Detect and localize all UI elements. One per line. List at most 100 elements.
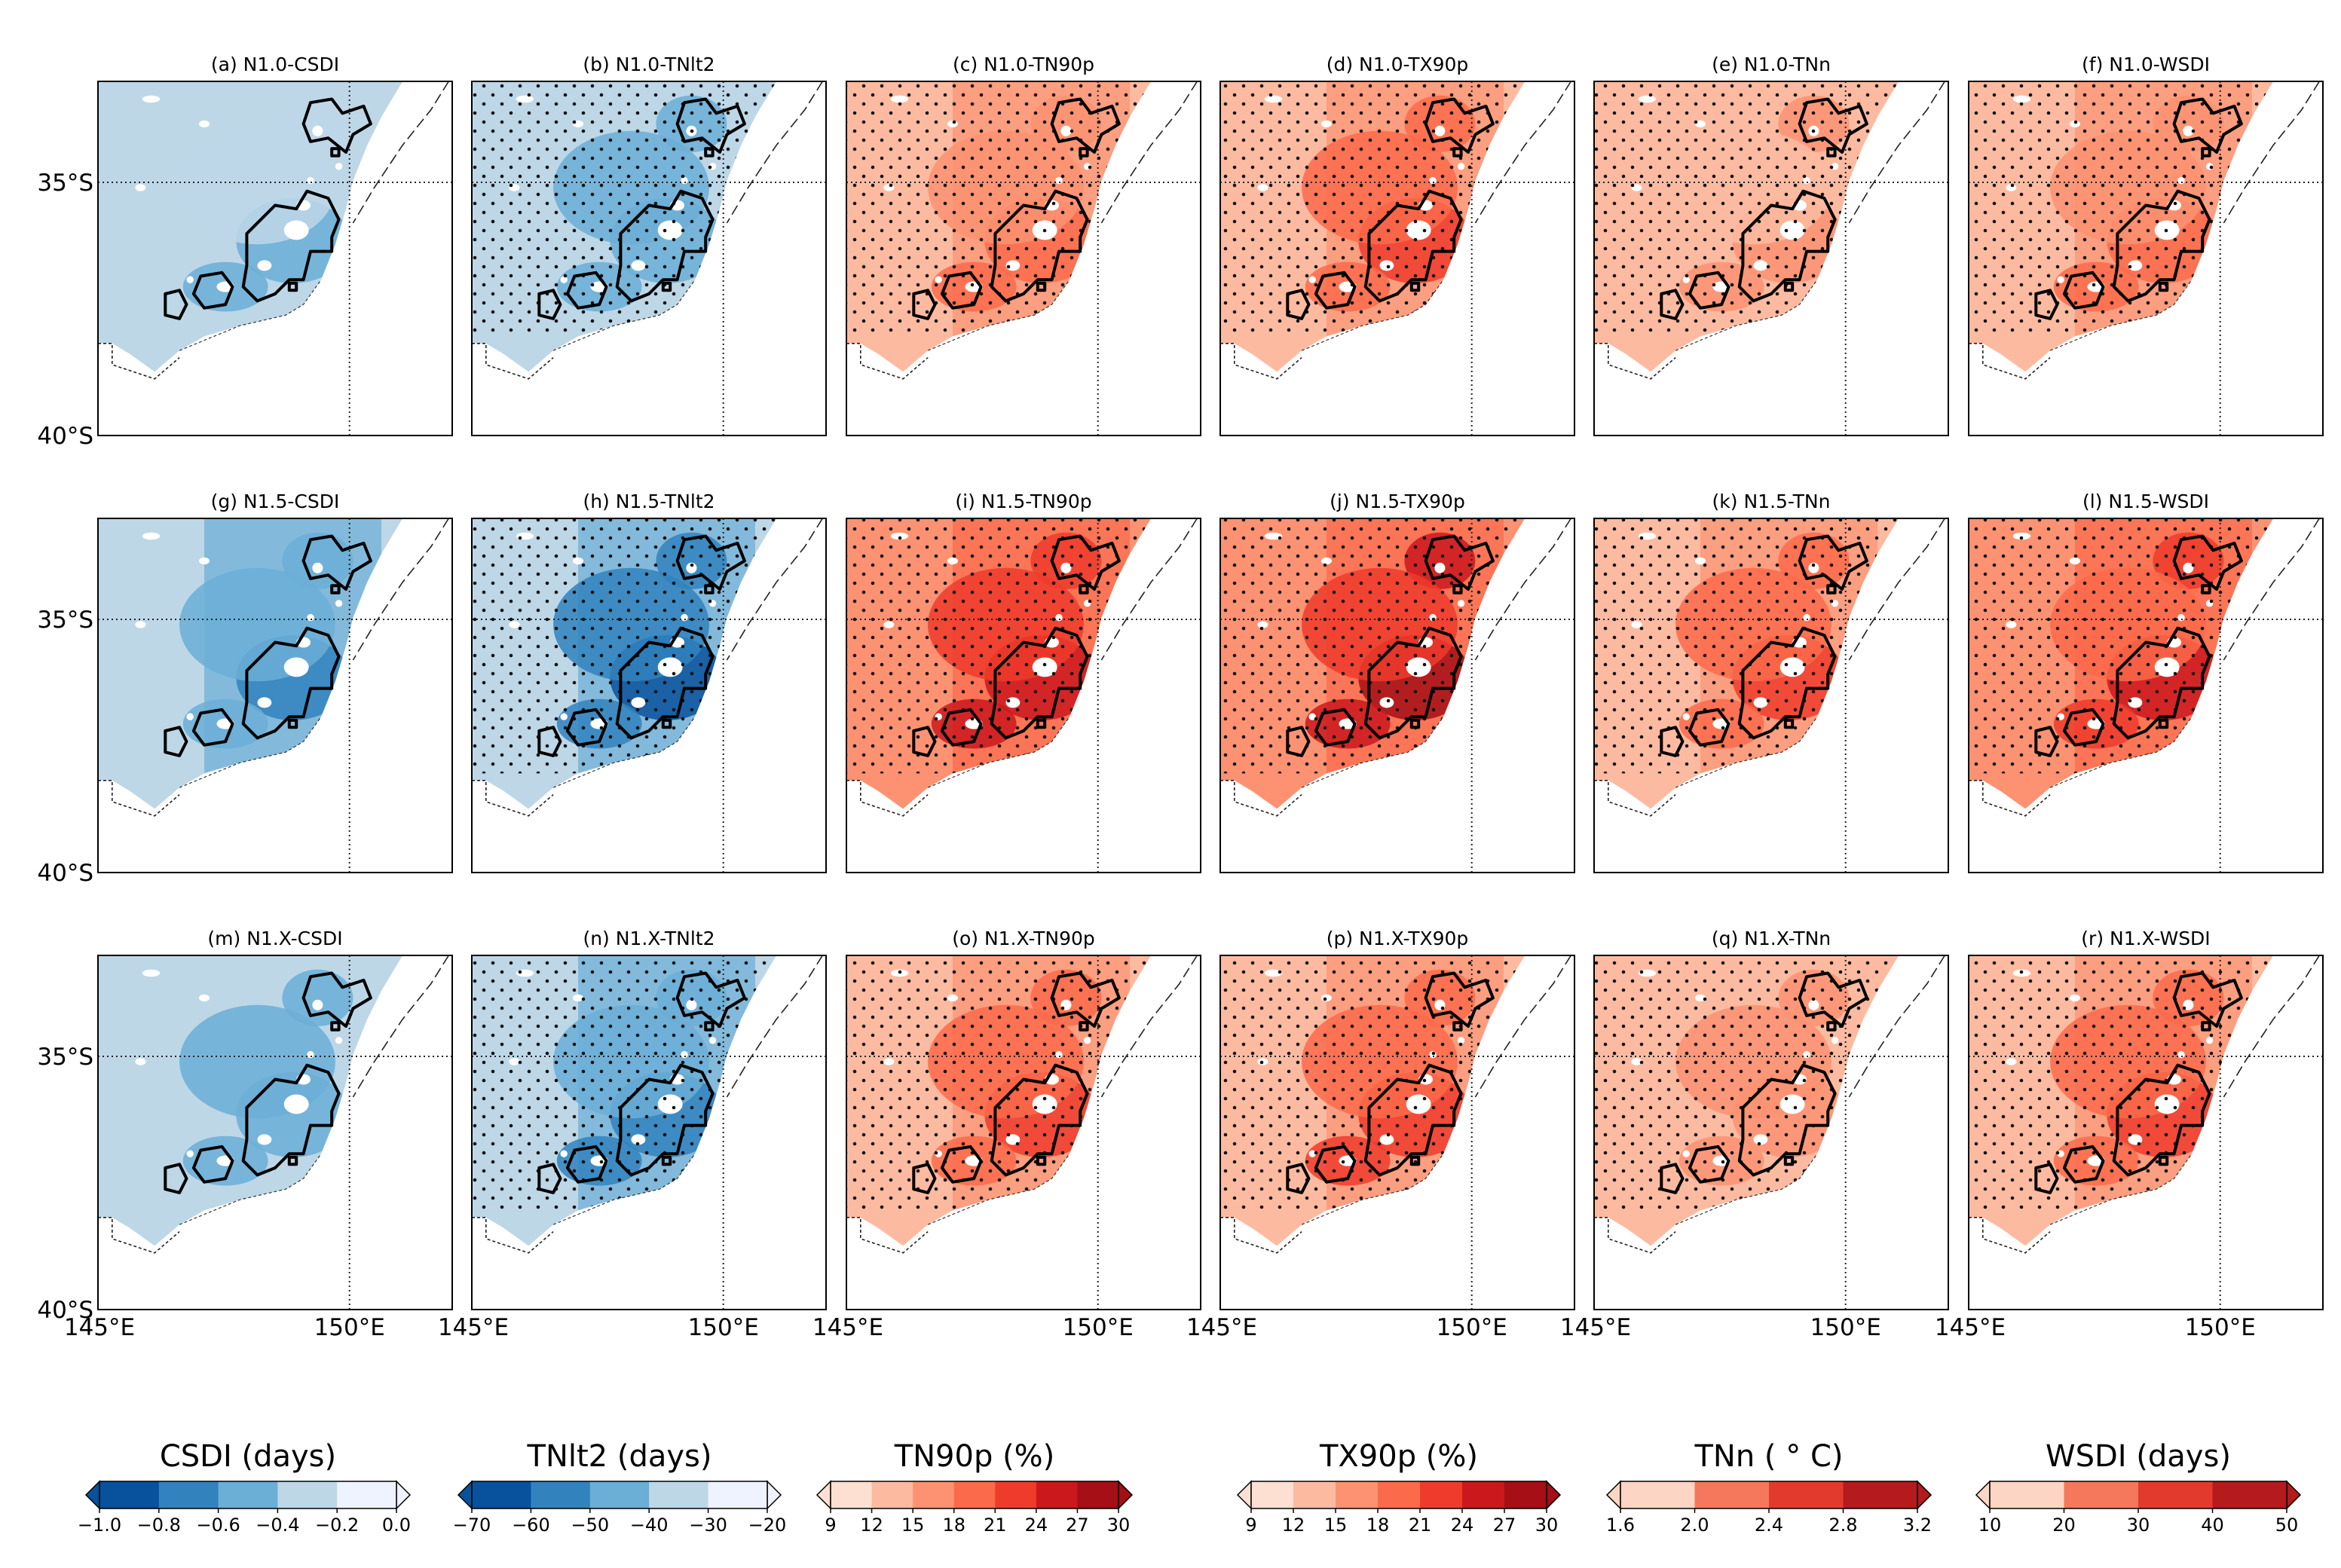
- colorbar-tick-label: 9: [825, 1515, 836, 1536]
- map-panel-e: (e) N1.0-TNn: [1593, 53, 1949, 436]
- colorbar-tick-label: 1.6: [1606, 1515, 1635, 1536]
- colorbar-tick-label: −60: [512, 1515, 550, 1536]
- colorbar-segment: [1036, 1481, 1078, 1508]
- colorbar-tick-label: 50: [2275, 1515, 2299, 1536]
- land-shading: [1220, 518, 1525, 809]
- panel-frame: [1219, 518, 1575, 873]
- colorbar-extend-max: [2286, 1480, 2302, 1510]
- lat-label-40s: 40°S: [37, 423, 93, 450]
- colorbar-segment: [2064, 1481, 2139, 1508]
- colorbar-title: CSDI (days): [160, 1439, 336, 1474]
- colorbar-tick-label: −0.8: [137, 1515, 181, 1536]
- colorbar-6: WSDI (days) 10 20 30 40 50: [1975, 1439, 2302, 1536]
- coastline: [1848, 955, 1945, 1098]
- colorbar-tick-label: 24: [1451, 1515, 1474, 1536]
- colorbar-extend-max: [1546, 1480, 1562, 1510]
- elevation-contours: [1286, 97, 1495, 320]
- coastline-south: [552, 716, 696, 788]
- land-shading: [1594, 955, 1899, 1246]
- coastline: [1474, 518, 1571, 661]
- colorbar-tick-label: 30: [2127, 1515, 2150, 1536]
- colorbar-segment: [99, 1481, 160, 1508]
- elevation-contours: [1660, 97, 1868, 320]
- colorbar-segment: [831, 1481, 873, 1508]
- panel-title: (q) N1.X-TNn: [1712, 928, 1831, 949]
- colorbar-2: TNlt2 (days) −70 −60 −50 −40 −30 −20: [453, 1439, 787, 1536]
- land-shading: [1220, 955, 1525, 1246]
- colorbar-extend-min: [816, 1480, 831, 1510]
- map-panel-p: (p) N1.X-TX90p 145°E 150°E: [1186, 928, 1575, 1341]
- panel-title: (h) N1.5-TNlt2: [583, 491, 715, 512]
- colorbar-segment: [913, 1481, 955, 1508]
- colorbar-tick-label: 30: [1107, 1515, 1131, 1536]
- colorbar-tick-label: 15: [901, 1515, 925, 1536]
- colorbar-tick-label: 30: [1535, 1515, 1559, 1536]
- colorbar-segment: [1293, 1481, 1336, 1508]
- lat-label-35s: 35°S: [37, 1044, 93, 1071]
- coastline: [2223, 81, 2320, 224]
- elevation-contours: [1660, 971, 1868, 1194]
- elevation-contours: [912, 97, 1121, 320]
- colorbar-extend-min: [1605, 1480, 1621, 1510]
- panel-title: (b) N1.0-TNlt2: [583, 53, 715, 75]
- land-shading: [98, 518, 403, 809]
- elevation-contours: [537, 534, 746, 757]
- colorbar-segment: [531, 1481, 591, 1508]
- lon-label-150e: 150°E: [2185, 1314, 2256, 1341]
- colorbar-tick-label: 21: [984, 1515, 1007, 1536]
- panel-frame: [1968, 955, 2324, 1310]
- colorbar-extend-min: [84, 1480, 100, 1510]
- coastline-south: [1675, 1153, 1818, 1225]
- coastline: [726, 955, 823, 1098]
- colorbar-extend-max: [767, 1480, 782, 1510]
- colorbar-tick-label: 2.4: [1755, 1515, 1783, 1536]
- colorbar-tick-label: 2.0: [1680, 1515, 1709, 1536]
- map-panel-j: (j) N1.5-TX90p: [1219, 491, 1575, 873]
- elevation-contours: [537, 971, 746, 1194]
- coastline-south: [927, 1153, 1070, 1225]
- elevation-contours: [912, 534, 1121, 757]
- lon-label-145e: 145°E: [438, 1314, 509, 1341]
- map-panel-i: (i) N1.5-TN90p: [846, 491, 1201, 873]
- coastline-southwest: [1969, 780, 2051, 817]
- panel-title: (m) N1.X-CSDI: [207, 928, 342, 949]
- colorbar-extend-max: [1917, 1480, 1932, 1510]
- colorbar-tick-label: −0.4: [256, 1515, 299, 1536]
- panel-frame: [846, 518, 1201, 873]
- map-panel-g: (g) N1.5-CSDI 35°S 40°S: [37, 491, 453, 887]
- colorbar-tick-label: 12: [1282, 1515, 1305, 1536]
- colorbar-segment: [1462, 1481, 1505, 1508]
- coastline: [2223, 518, 2320, 661]
- coastline-south: [1301, 1153, 1444, 1225]
- map-panel-q: (q) N1.X-TNn 145°E 150°E: [1560, 928, 1949, 1341]
- lon-label-145e: 145°E: [1560, 1314, 1631, 1341]
- land-shading: [472, 518, 777, 809]
- coastline: [1474, 955, 1571, 1098]
- colorbar-tick-label: −20: [748, 1515, 787, 1536]
- coastline-southwest: [472, 342, 554, 380]
- coastline-south: [2049, 279, 2193, 351]
- coastline-south: [179, 1153, 322, 1225]
- colorbar-segment: [953, 1481, 996, 1508]
- coastline-southwest: [1220, 780, 1302, 817]
- coastline-south: [552, 279, 696, 351]
- coastline: [1100, 81, 1198, 224]
- coastline: [352, 955, 449, 1098]
- elevation-contours: [537, 97, 746, 320]
- colorbar-segment: [1420, 1481, 1463, 1508]
- coastline-southwest: [1594, 1217, 1676, 1254]
- colorbar-tick-label: −30: [689, 1515, 727, 1536]
- coastline-south: [1301, 279, 1444, 351]
- lon-label-145e: 145°E: [64, 1314, 135, 1341]
- colorbar-5: TNn ( ° C) 1.6 2.0 2.4 2.8 3.2: [1606, 1439, 1932, 1536]
- coastline: [726, 81, 823, 224]
- coastline-southwest: [98, 1217, 180, 1254]
- colorbar-segment: [995, 1481, 1037, 1508]
- colorbar-tick-label: 2.8: [1828, 1515, 1857, 1536]
- colorbar-title: TNn ( ° C): [1694, 1439, 1844, 1474]
- coastline-southwest: [98, 780, 180, 817]
- coastline-southwest: [1220, 342, 1302, 380]
- lon-label-145e: 145°E: [812, 1314, 883, 1341]
- land-shading: [472, 81, 777, 372]
